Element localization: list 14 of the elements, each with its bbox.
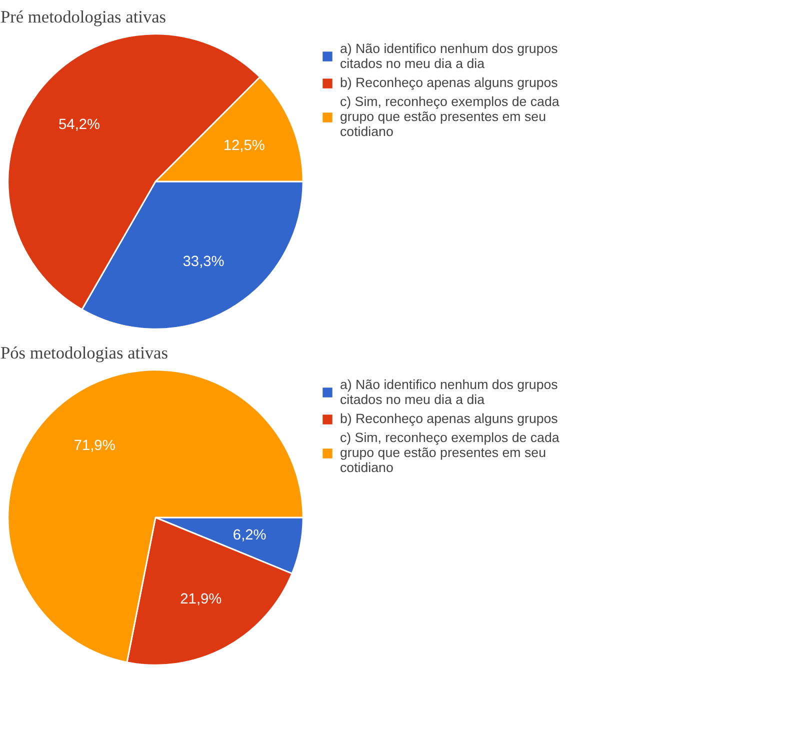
data-label: 12,5%	[223, 138, 265, 154]
legend-label: c) Sim, reconheço exemplos de cada grupo que estão presentes em seu cotidiano	[340, 430, 560, 475]
data-label: 6,2%	[232, 527, 266, 544]
chart-title: Pós metodologias ativas	[0, 344, 168, 362]
data-label: 33,3%	[182, 254, 224, 270]
data-label: 71,9%	[74, 438, 116, 454]
legend-label: a) Não identifico nenhum dos grupos citados no meu dia a dia	[340, 377, 558, 407]
legend-label: c) Sim, reconheço exemplos de cada grupo que estão presentes em seu cotidiano	[340, 94, 560, 139]
data-label: 54,2%	[58, 117, 100, 134]
legend-label: b) Reconheço apenas alguns grupos	[340, 75, 558, 90]
legend-label: b) Reconheço apenas alguns grupos	[340, 411, 558, 426]
legend-label: a) Não identifico nenhum dos grupos citados no meu dia a dia	[340, 41, 558, 71]
data-label: 21,9%	[180, 591, 222, 608]
chart-title: Pré metodologias ativas	[0, 8, 166, 26]
